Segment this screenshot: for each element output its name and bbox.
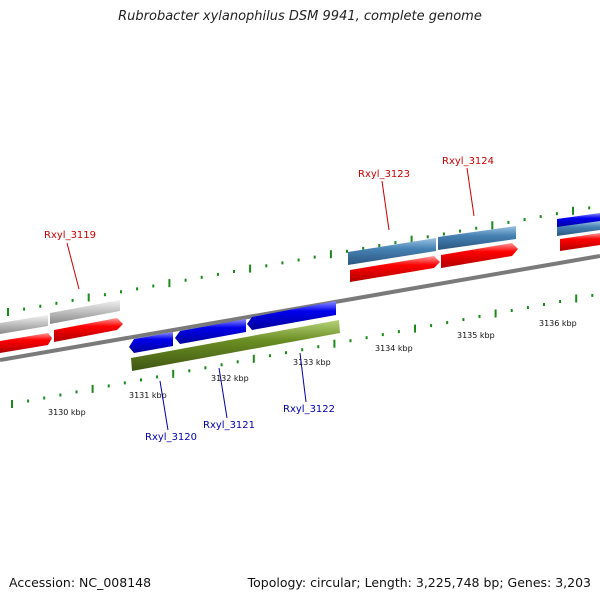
gene-label-rxyl-3122[interactable]: Rxyl_3122 — [283, 404, 335, 415]
gene-rxyl-3120-arrow[interactable] — [129, 332, 173, 353]
rna-band[interactable] — [348, 238, 436, 265]
forward-gene-arrow[interactable] — [560, 233, 600, 251]
kbp-labels: 3130 kbp 3131 kbp 3132 kbp 3133 kbp 3134… — [48, 319, 577, 417]
gene-labels: Rxyl_3119 Rxyl_3120 Rxyl_3121 Rxyl_3122 … — [44, 156, 494, 443]
leader-line-rxyl-3123 — [381, 180, 390, 231]
gene-track-right — [348, 213, 600, 282]
gene-rxyl-3121-arrow[interactable] — [175, 319, 246, 344]
gene-rxyl-3119-arrow[interactable] — [54, 318, 123, 342]
gene-rxyl-3123-arrow[interactable] — [350, 256, 440, 282]
genome-stats-text: Topology: circular; Length: 3,225,748 bp… — [247, 575, 591, 590]
kbp-label: 3133 kbp — [293, 358, 331, 367]
rna-band[interactable] — [557, 221, 600, 236]
kbp-label: 3130 kbp — [48, 408, 86, 417]
kbp-label: 3132 kbp — [211, 374, 249, 383]
reverse-gene-arrow[interactable] — [557, 213, 600, 228]
tick-row-lower — [11, 293, 594, 408]
gene-track-middle — [129, 301, 340, 371]
gene-rxyl-3122-arrow[interactable] — [247, 301, 336, 330]
leader-line-rxyl-3122 — [299, 352, 307, 403]
olive-band[interactable] — [131, 320, 340, 371]
leader-line-rxyl-3119 — [66, 242, 80, 290]
neighbor-gene[interactable] — [0, 315, 48, 334]
neighbor-gene[interactable] — [50, 300, 120, 324]
accession-text: Accession: NC_008148 — [9, 575, 152, 590]
leader-line-rxyl-3120 — [159, 380, 169, 431]
kbp-label: 3134 kbp — [375, 344, 413, 353]
gene-rxyl-3124-arrow[interactable] — [441, 243, 518, 268]
leader-line-rxyl-3121 — [218, 367, 228, 419]
kbp-label: 3131 kbp — [129, 391, 167, 400]
gene-label-rxyl-3124[interactable]: Rxyl_3124 — [442, 156, 494, 167]
kbp-label: 3136 kbp — [539, 319, 577, 328]
tick-row-upper — [7, 206, 591, 316]
kbp-label: 3135 kbp — [457, 331, 495, 340]
gene-track-left — [0, 300, 123, 353]
rna-band[interactable] — [438, 226, 516, 250]
gene-label-rxyl-3121[interactable]: Rxyl_3121 — [203, 420, 255, 431]
gene-label-rxyl-3123[interactable]: Rxyl_3123 — [358, 169, 410, 180]
leader-line-rxyl-3124 — [466, 167, 475, 217]
gene-label-rxyl-3119[interactable]: Rxyl_3119 — [44, 230, 96, 241]
map-title: Rubrobacter xylanophilus DSM 9941, compl… — [118, 9, 482, 24]
gene-label-rxyl-3120[interactable]: Rxyl_3120 — [145, 432, 197, 443]
leader-lines — [66, 167, 475, 431]
forward-gene-arrow[interactable] — [0, 333, 52, 353]
